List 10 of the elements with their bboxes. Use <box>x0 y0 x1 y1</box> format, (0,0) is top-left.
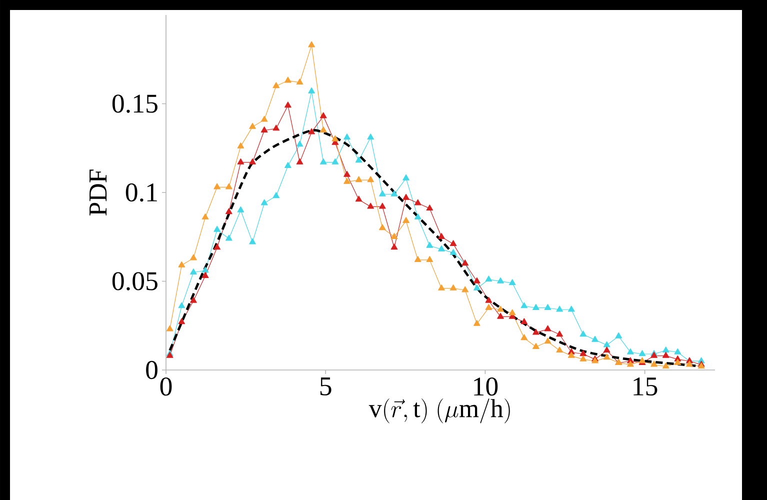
x-tick-label: 15 <box>634 377 658 396</box>
x-tick-label: 10 <box>474 378 498 396</box>
y-tick-label: 0.05 <box>112 272 158 290</box>
x-axis-title: $\mathrm{v}(\vec{r},\mathrm{t})\ (\mu\mathrm{m/h})$ <box>368 398 510 424</box>
y-tick-label: 0.15 <box>112 94 158 113</box>
y-tick-label: 0 <box>146 360 158 380</box>
y-tick-label: 0.1 <box>126 183 157 202</box>
x-tick-label: 0 <box>160 378 172 396</box>
y-axis-title: PDF <box>90 170 107 216</box>
x-tick-label: 5 <box>320 377 332 396</box>
